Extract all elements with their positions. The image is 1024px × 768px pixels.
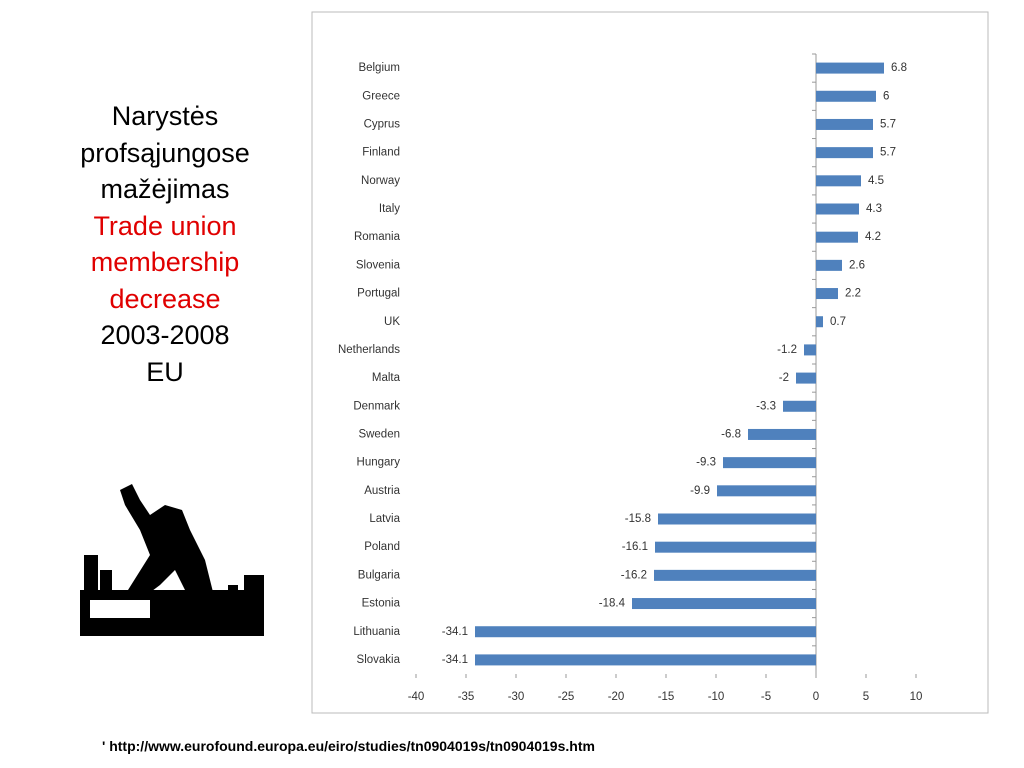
y-tick-label: Estonia bbox=[362, 598, 401, 610]
value-label: 0.7 bbox=[830, 316, 846, 328]
bar bbox=[816, 203, 859, 215]
y-tick-label: Hungary bbox=[357, 457, 401, 469]
value-label: -3.3 bbox=[756, 400, 776, 412]
bar bbox=[804, 344, 816, 356]
y-tick-label: Norway bbox=[361, 175, 400, 187]
bar bbox=[816, 90, 876, 102]
x-tick-label: -40 bbox=[408, 691, 425, 703]
value-label: 4.5 bbox=[868, 175, 884, 187]
y-tick-label: Denmark bbox=[353, 400, 400, 412]
bar bbox=[655, 541, 816, 553]
value-label: -1.2 bbox=[777, 344, 797, 356]
value-label: -9.3 bbox=[696, 457, 716, 469]
title-lt: Narystės profsąjungose mažėjimas bbox=[40, 98, 290, 208]
y-tick-label: Lithuania bbox=[353, 626, 400, 638]
bar bbox=[748, 428, 816, 440]
footnote: ' http://www.eurofound.europa.eu/eiro/st… bbox=[102, 738, 595, 754]
x-tick-label: -25 bbox=[558, 691, 575, 703]
bar bbox=[654, 569, 816, 581]
y-tick-label: Malta bbox=[372, 372, 401, 384]
x-tick-label: 5 bbox=[863, 691, 869, 703]
bar bbox=[816, 231, 858, 243]
value-label: 2.6 bbox=[849, 259, 865, 271]
title-line: decrease bbox=[109, 283, 221, 314]
x-tick-label: -35 bbox=[458, 691, 475, 703]
value-label: 6.8 bbox=[891, 62, 907, 74]
y-tick-label: Slovenia bbox=[356, 259, 401, 271]
x-tick-label: 0 bbox=[813, 691, 819, 703]
bar bbox=[816, 175, 861, 187]
y-tick-label: Romania bbox=[354, 231, 401, 243]
title-line: profsąjungose bbox=[80, 137, 250, 168]
bar bbox=[816, 147, 873, 159]
bar bbox=[475, 626, 816, 638]
y-tick-label: Italy bbox=[379, 203, 400, 215]
bar bbox=[723, 457, 816, 469]
title-line: Narystės bbox=[111, 101, 219, 131]
x-tick-label: 10 bbox=[910, 691, 923, 703]
y-tick-label: Greece bbox=[362, 90, 400, 102]
x-tick-label: -10 bbox=[708, 691, 725, 703]
chart-frame bbox=[311, 11, 989, 714]
bar bbox=[632, 598, 816, 610]
title-en: Trade union membership decrease bbox=[40, 208, 290, 318]
title-line: Trade union bbox=[93, 210, 237, 241]
bar bbox=[816, 118, 873, 130]
region: EU bbox=[146, 356, 184, 387]
y-tick-label: Sweden bbox=[358, 428, 400, 440]
value-label: -9.9 bbox=[690, 485, 710, 497]
bar bbox=[816, 62, 884, 74]
value-label: 4.2 bbox=[865, 231, 881, 243]
x-tick-label: -15 bbox=[658, 691, 675, 703]
value-label: -16.1 bbox=[622, 541, 648, 553]
y-tick-label: Bulgaria bbox=[358, 569, 401, 581]
bar bbox=[783, 400, 816, 412]
bar bbox=[658, 513, 816, 525]
worker-illustration bbox=[80, 484, 264, 636]
bar bbox=[475, 654, 816, 666]
value-label: 6 bbox=[883, 90, 889, 102]
y-tick-label: UK bbox=[384, 316, 400, 328]
x-tick-label: -30 bbox=[508, 691, 525, 703]
value-label: 2.2 bbox=[845, 288, 861, 300]
period: 2003-2008 bbox=[100, 320, 230, 350]
y-tick-label: Poland bbox=[364, 541, 400, 553]
y-tick-label: Austria bbox=[364, 485, 400, 497]
title-line: mažėjimas bbox=[100, 174, 230, 204]
value-label: -2 bbox=[779, 372, 789, 384]
value-label: 4.3 bbox=[866, 203, 882, 215]
y-tick-label: Slovakia bbox=[357, 654, 401, 666]
y-tick-label: Portugal bbox=[357, 288, 400, 300]
value-label: 5.7 bbox=[880, 147, 896, 159]
bar bbox=[816, 259, 842, 271]
value-label: -15.8 bbox=[625, 513, 651, 525]
y-tick-label: Netherlands bbox=[338, 344, 400, 356]
x-tick-label: -20 bbox=[608, 691, 625, 703]
title-line: membership bbox=[90, 247, 240, 277]
value-label: -6.8 bbox=[721, 428, 741, 440]
y-tick-label: Cyprus bbox=[364, 118, 401, 130]
x-tick-label: -5 bbox=[761, 691, 771, 703]
y-tick-label: Finland bbox=[362, 147, 400, 159]
bar bbox=[796, 372, 816, 384]
value-label: -18.4 bbox=[599, 598, 626, 610]
bar bbox=[816, 316, 823, 328]
value-label: -16.2 bbox=[621, 569, 647, 581]
side-title: Narystės profsąjungose mažėjimas Trade uni… bbox=[40, 98, 290, 390]
value-label: -34.1 bbox=[442, 626, 468, 638]
value-label: -34.1 bbox=[442, 654, 468, 666]
bar bbox=[816, 288, 838, 300]
y-tick-label: Belgium bbox=[358, 62, 400, 74]
y-tick-label: Latvia bbox=[369, 513, 400, 525]
value-label: 5.7 bbox=[880, 118, 896, 130]
bar bbox=[717, 485, 816, 497]
